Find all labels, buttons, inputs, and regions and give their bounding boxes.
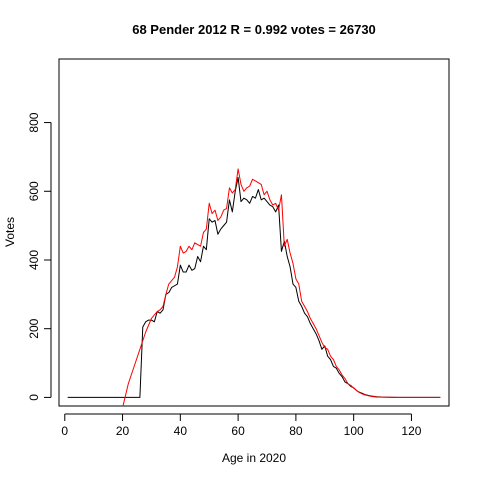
red-series-line (122, 168, 441, 406)
x-tick-label: 100 (344, 424, 364, 438)
x-tick-label: 20 (116, 424, 130, 438)
y-tick-label: 400 (27, 250, 41, 270)
chart-title: 68 Pender 2012 R = 0.992 votes = 26730 (132, 22, 376, 37)
x-tick-label: 80 (289, 424, 303, 438)
y-axis: 0 200 400 600 800 (27, 112, 52, 401)
x-axis: 0 20 40 60 80 100 120 (61, 413, 422, 438)
y-tick-label: 600 (27, 181, 41, 201)
x-tick-label: 40 (174, 424, 188, 438)
plot-frame (58, 58, 450, 407)
x-axis-label: Age in 2020 (222, 451, 286, 465)
y-axis-label: Votes (3, 217, 17, 247)
x-tick-label: 60 (231, 424, 245, 438)
y-tick-label: 200 (27, 318, 41, 338)
x-tick-label: 0 (61, 424, 68, 438)
y-tick-label: 0 (27, 394, 41, 401)
series-layer (67, 168, 441, 406)
x-tick-label: 120 (401, 424, 421, 438)
y-tick-label: 800 (27, 112, 41, 132)
